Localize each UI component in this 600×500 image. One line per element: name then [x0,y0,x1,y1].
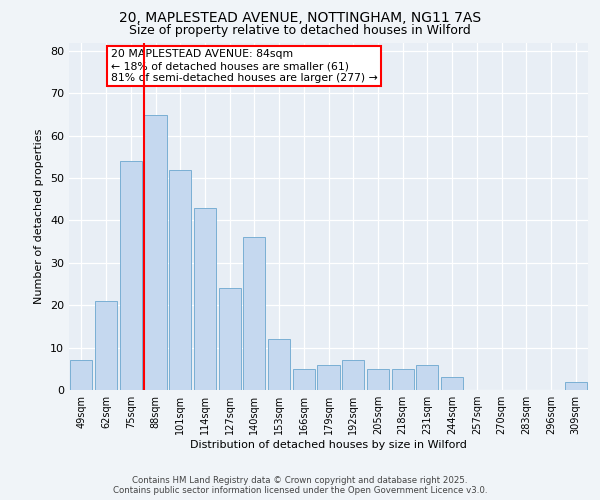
Bar [243,238,265,390]
Bar [268,339,290,390]
Bar [293,369,315,390]
Bar [392,369,414,390]
X-axis label: Distribution of detached houses by size in Wilford: Distribution of detached houses by size … [190,440,467,450]
Text: 20, MAPLESTEAD AVENUE, NOTTINGHAM, NG11 7AS: 20, MAPLESTEAD AVENUE, NOTTINGHAM, NG11 … [119,11,481,25]
Bar [416,364,439,390]
Bar [342,360,364,390]
Bar [367,369,389,390]
Bar [70,360,92,390]
Bar [441,378,463,390]
Text: Contains HM Land Registry data © Crown copyright and database right 2025.
Contai: Contains HM Land Registry data © Crown c… [113,476,487,495]
Bar [218,288,241,390]
Text: 20 MAPLESTEAD AVENUE: 84sqm
← 18% of detached houses are smaller (61)
81% of sem: 20 MAPLESTEAD AVENUE: 84sqm ← 18% of det… [110,50,377,82]
Bar [565,382,587,390]
Bar [145,114,167,390]
Bar [95,301,117,390]
Y-axis label: Number of detached properties: Number of detached properties [34,128,44,304]
Bar [119,161,142,390]
Bar [169,170,191,390]
Bar [194,208,216,390]
Bar [317,364,340,390]
Text: Size of property relative to detached houses in Wilford: Size of property relative to detached ho… [129,24,471,37]
